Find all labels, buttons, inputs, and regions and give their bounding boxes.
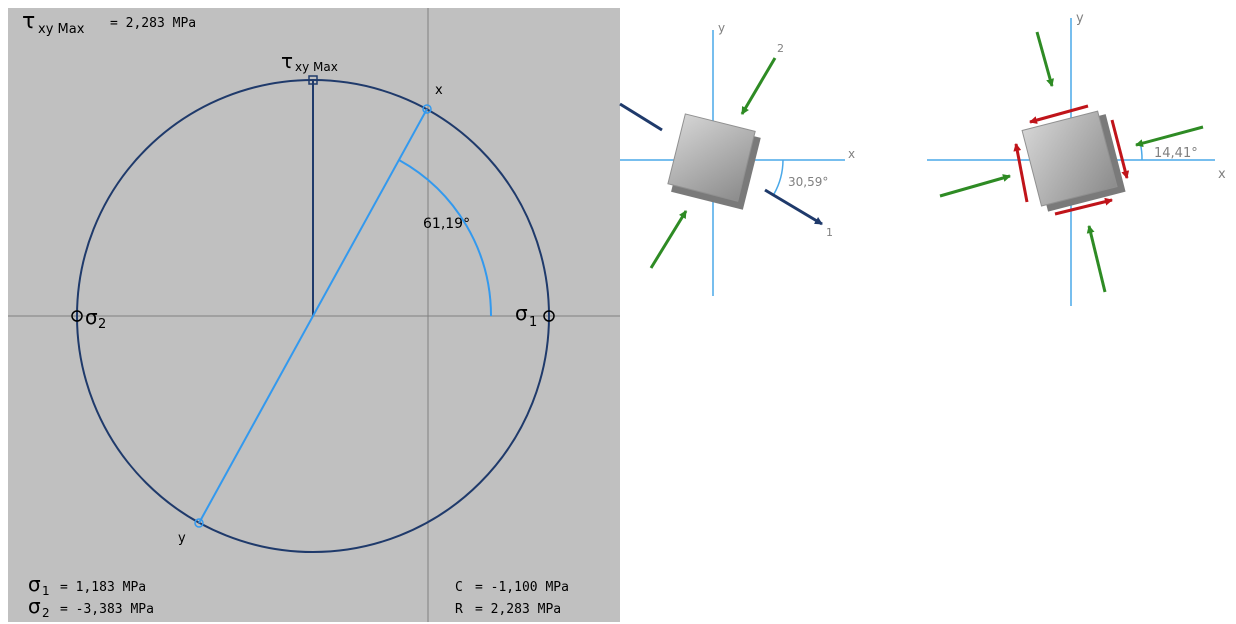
radius-value: = 2,283 MPa [475, 602, 561, 617]
center-value: = -1,100 MPa [475, 580, 569, 595]
sigma2-label-symbol: σ [85, 305, 98, 329]
angle-arc [398, 159, 493, 317]
principal-x-label: x [848, 147, 855, 161]
sigma1-marker [543, 310, 555, 322]
normal-arrow-bottom [1086, 225, 1107, 293]
direction-2-label: 2 [777, 42, 784, 55]
shear-element-box [1021, 110, 1126, 212]
point-y-marker [194, 518, 204, 528]
normal-arrow-top [1035, 31, 1054, 87]
sigma2-label-subscript: 2 [98, 317, 106, 332]
point-x-marker [422, 104, 432, 114]
sigma1-arrow-left [619, 102, 663, 132]
sigma2-readout-symbol: σ [28, 594, 41, 618]
principal-angle-label: 30,59° [788, 175, 828, 189]
tau-max-marker [308, 75, 318, 85]
shear-arrow-right [1110, 119, 1130, 179]
max-shear-element: x y 14,41° [927, 11, 1226, 306]
center-label: C [455, 580, 463, 595]
sigma1-readout-subscript: 1 [42, 584, 50, 598]
sigma2-readout-value: = -3,383 MPa [60, 602, 154, 617]
tau-max-value: = 2,283 MPa [110, 16, 196, 31]
direction-1-label: 1 [826, 226, 833, 239]
diameter-line [198, 108, 428, 524]
tau-max-symbol: τ [22, 9, 35, 34]
sigma1-arrow-right [764, 188, 823, 226]
radius-label: R [455, 602, 463, 617]
mohr-angle-label: 61,19° [423, 216, 470, 232]
sigma2-arrow-top [740, 57, 777, 115]
shear-y-label: y [1076, 11, 1084, 26]
sigma2-readout-subscript: 2 [42, 606, 50, 620]
sigma2-arrow-bottom [649, 210, 688, 269]
sigma2-marker [71, 310, 83, 322]
tau-max-label-subscript: xy Max [295, 60, 338, 74]
tau-max-subscript: xy Max [38, 22, 85, 37]
shear-arrow-bottom [1054, 197, 1113, 216]
point-y-label: y [178, 531, 186, 546]
principal-angle-arc [773, 159, 784, 195]
mohr-circle-panel: τ xy Max = 2,283 MPa τ xy Max σ 2 σ 1 x … [8, 8, 620, 622]
sigma1-readout-symbol: σ [28, 572, 41, 596]
shear-arrow-top [1029, 104, 1089, 124]
sigma1-label-symbol: σ [515, 301, 528, 325]
principal-stress-element: x y 30,59° 1 2 [619, 21, 855, 296]
shear-angle-label: 14,41° [1154, 146, 1198, 161]
shear-x-label: x [1218, 167, 1226, 182]
principal-element-box [667, 113, 761, 210]
sigma1-readout-value: = 1,183 MPa [60, 580, 146, 595]
normal-arrow-left [939, 174, 1011, 198]
point-x-label: x [435, 83, 443, 98]
tau-max-label-symbol: τ [281, 49, 293, 73]
principal-y-label: y [718, 21, 725, 35]
shear-arrow-left [1013, 143, 1029, 203]
normal-arrow-right [1135, 125, 1204, 148]
sigma1-label-subscript: 1 [529, 315, 537, 330]
